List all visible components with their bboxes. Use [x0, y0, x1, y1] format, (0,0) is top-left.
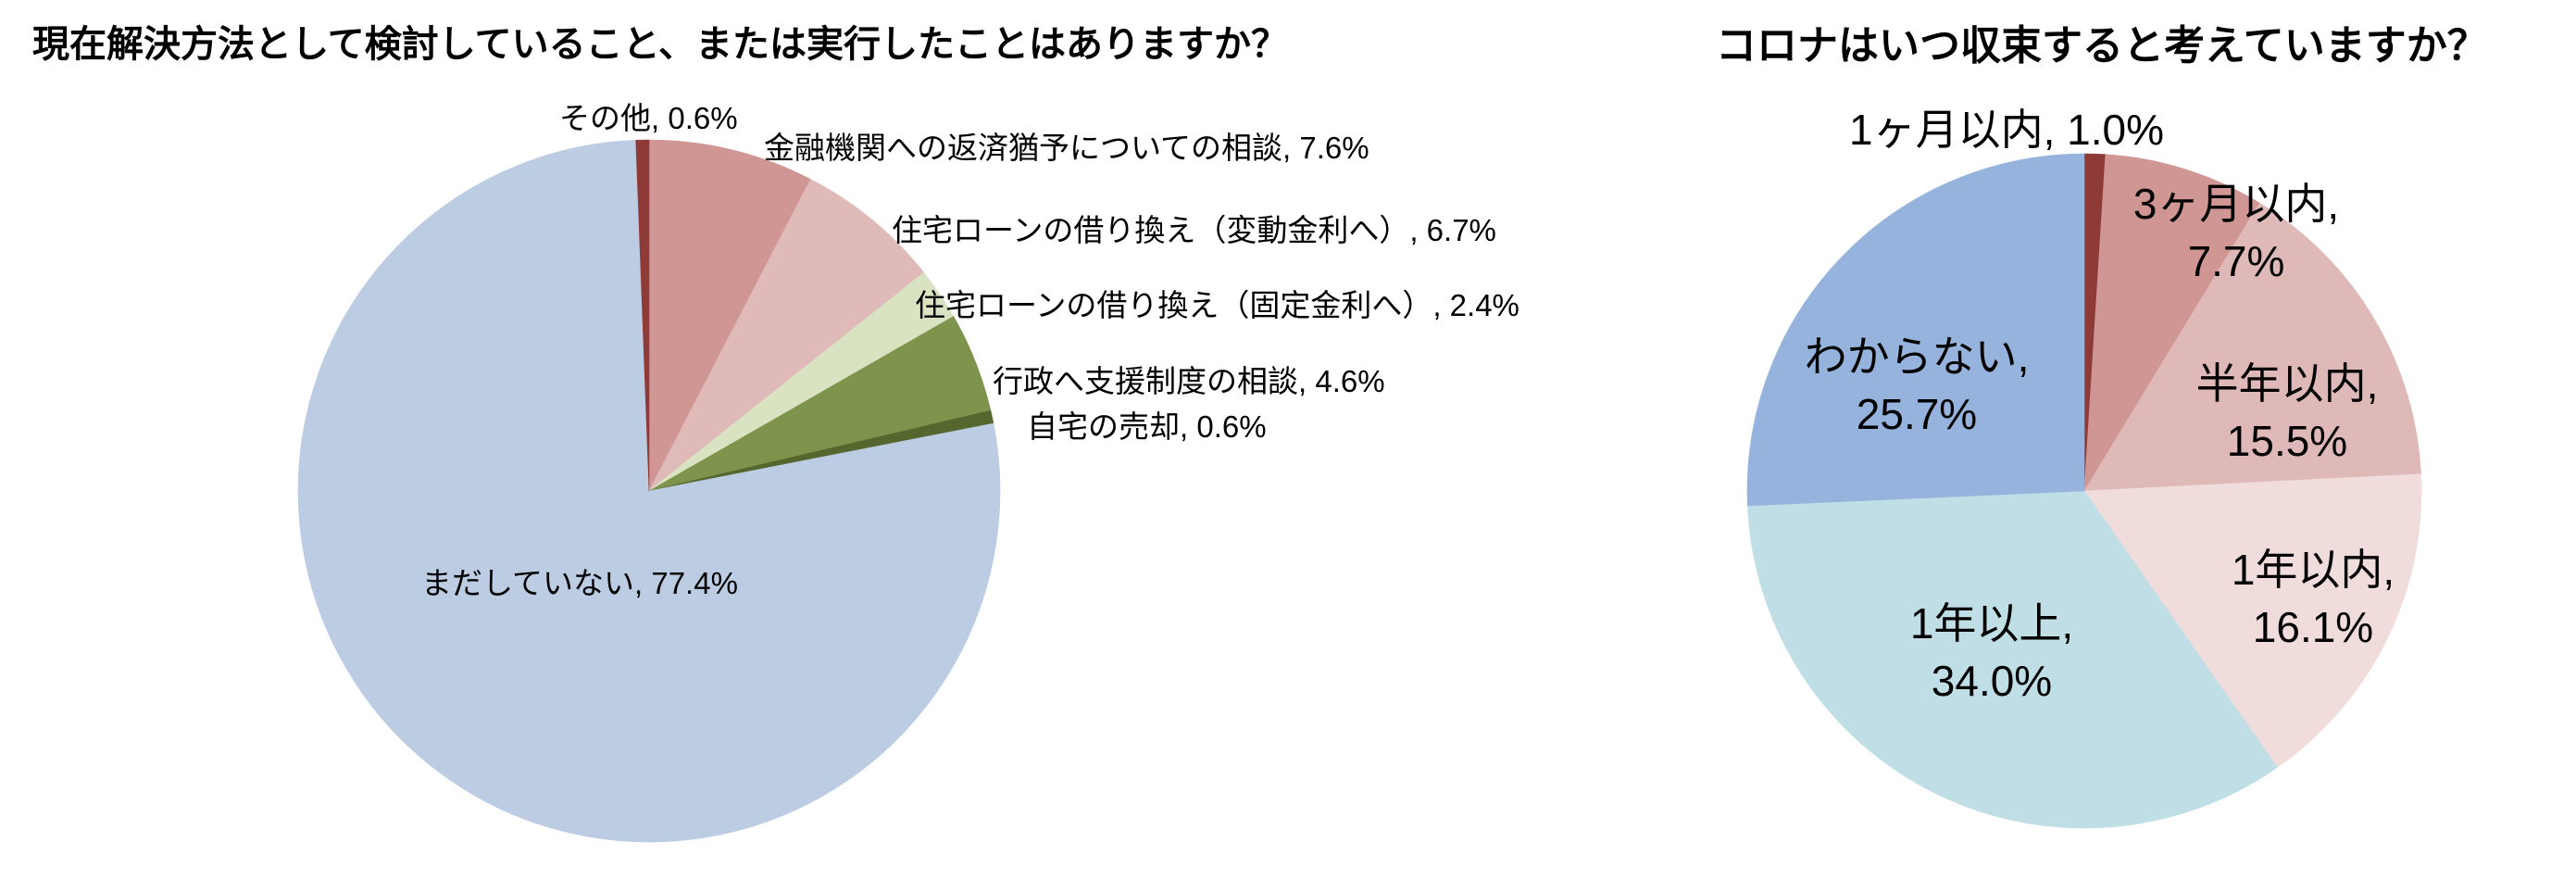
data-label-line: 3ヶ月以内,: [2132, 180, 2340, 228]
data-label-government-support: 行政へ支援制度の相談, 4.6%: [993, 364, 1385, 398]
pie-slice: [648, 179, 925, 492]
data-label-line: 1ヶ月以内, 1.0%: [1849, 106, 2164, 154]
data-label-other: その他, 0.6%: [559, 101, 738, 135]
data-label-within-3-months: 3ヶ月以内, 7.7%: [2133, 175, 2339, 290]
pie-slice: [2083, 473, 2422, 768]
pie-solutions: [297, 139, 1001, 843]
pie-slice: [1747, 490, 2278, 829]
data-label-bank-consultation: 金融機関への返済猶予についての相談, 7.6%: [764, 131, 1369, 165]
pie-slice: [648, 139, 811, 492]
data-label-line: 34.0%: [1931, 657, 2053, 705]
data-label-line: 1年以上,: [1909, 599, 2074, 647]
pie-slice: [1746, 153, 2085, 507]
chart-title-covid-end: コロナはいつ収束すると考えていますか？: [1716, 23, 2488, 69]
data-label-refinance-variable: 住宅ローンの借り換え（変動金利へ）, 6.7%: [892, 213, 1496, 247]
pie-slice: [297, 139, 1001, 843]
data-label-line: 7.7%: [2187, 237, 2285, 285]
pie-covid-end: [1746, 153, 2422, 829]
pie-slice: [2083, 202, 2421, 492]
data-label-within-1-year: 1年以内, 16.1%: [2232, 541, 2395, 656]
data-label-line: わからない,: [1804, 333, 2030, 381]
data-label-line: 15.5%: [2226, 417, 2348, 465]
pie-slice: [635, 139, 650, 492]
chart-title-solutions: 現在解決方法として検討していること、または実行したことはありますか？: [32, 24, 1288, 65]
data-label-within-half-year: 半年以内, 15.5%: [2196, 355, 2379, 470]
pie-slice: [2083, 154, 2260, 492]
data-label-line: 半年以内,: [2195, 359, 2379, 408]
data-label-line: 25.7%: [1856, 390, 1978, 438]
data-label-line: 16.1%: [2252, 603, 2374, 651]
data-label-refinance-fixed: 住宅ローンの借り換え（固定金利へ）, 2.4%: [915, 288, 1519, 322]
data-label-line: 1年以内,: [2231, 546, 2395, 594]
data-label-unknown: わからない, 25.7%: [1805, 328, 2030, 443]
data-label-within-1-month: 1ヶ月以内, 1.0%: [1849, 101, 2164, 158]
data-label-not-yet: まだしていない, 77.4%: [421, 566, 738, 600]
data-label-over-1-year: 1年以上, 34.0%: [1910, 595, 2073, 710]
data-label-home-sale: 自宅の売却, 0.6%: [1027, 409, 1267, 444]
